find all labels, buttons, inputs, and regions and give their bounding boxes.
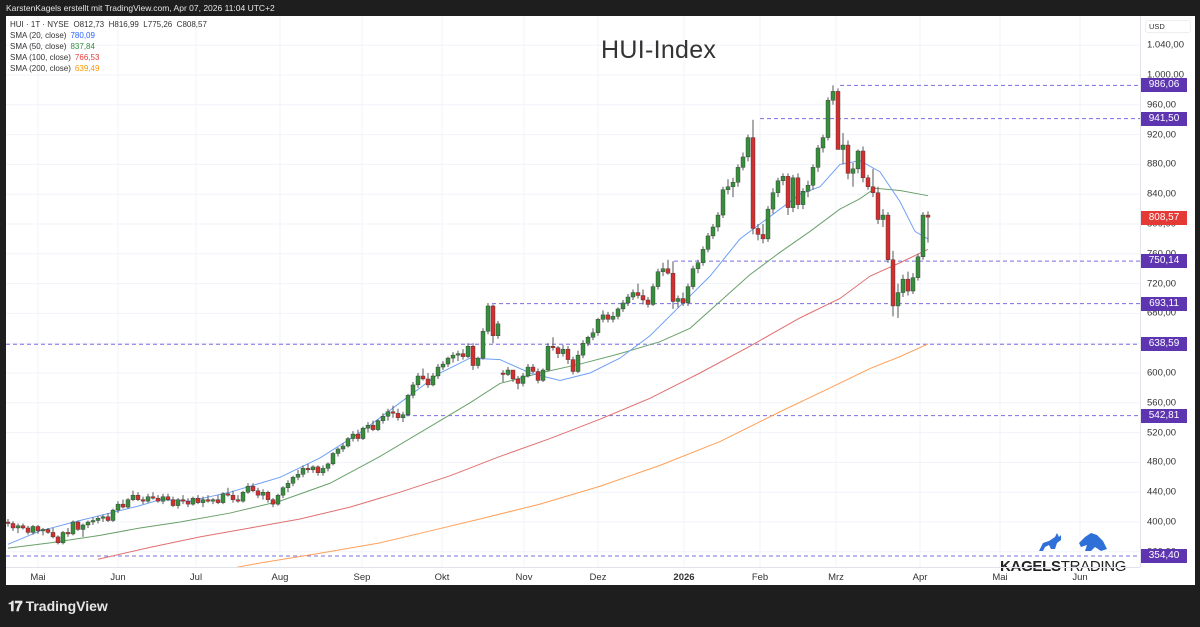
indicator-sma20[interactable]: SMA (20, close) 780,09: [10, 30, 207, 41]
indicator-sma200[interactable]: SMA (200, close) 639,49: [10, 63, 207, 74]
indicator-value: 837,84: [70, 42, 95, 51]
price-axis[interactable]: USD 1.040,00 1.000,00 960,00 920,00 880,00 84…: [1141, 16, 1195, 585]
indicator-value: 639,49: [74, 64, 100, 73]
indicator-label: SMA (200, close): [10, 64, 71, 73]
indicator-value: 780,09: [70, 31, 95, 40]
time-tick-label: Mai: [992, 572, 1008, 583]
level-price-badge: 693,11: [1141, 296, 1187, 311]
candlestick-chart: [6, 16, 1140, 567]
chart-legend: HUI · 1T · NYSE O812,73 H816,99 L775,26 …: [10, 19, 207, 74]
price-tick-label: 400,00: [1147, 516, 1177, 528]
time-tick-label: Feb: [751, 572, 769, 583]
price-tick-label: 480,00: [1147, 456, 1177, 468]
level-price-badge: 941,50: [1141, 111, 1187, 126]
indicator-value: 766,53: [74, 53, 100, 62]
chart-frame: HUI · 1T · NYSE O812,73 H816,99 L775,26 …: [6, 16, 1195, 585]
time-tick-label: Apr: [912, 572, 928, 583]
low-value: L775,26: [143, 20, 173, 29]
price-tick-label: 1.000,00: [1147, 69, 1184, 81]
time-tick-label: Nov: [515, 572, 533, 583]
price-tick-label: 920,00: [1147, 129, 1177, 141]
attribution-bar: KarstenKagels erstellt mit TradingView.c…: [6, 3, 275, 13]
symbol-info: HUI · 1T · NYSE: [10, 20, 69, 29]
time-tick-label: Jun: [110, 572, 126, 583]
chart-title: HUI-Index: [601, 36, 717, 64]
bull-bear-icon: [1039, 533, 1107, 551]
tradingview-brand[interactable]: 𝟏𝟕 TradingView: [8, 598, 108, 615]
time-tick-label: Aug: [271, 572, 289, 583]
level-price-badge: 986,06: [1141, 78, 1187, 93]
level-price-badge: 638,59: [1141, 337, 1187, 352]
kagels-trading-text: KAGELSTRADING: [1000, 558, 1127, 575]
price-tick-label: 560,00: [1147, 397, 1177, 409]
indicator-label: SMA (20, close): [10, 31, 67, 40]
chart-plot-area[interactable]: HUI · 1T · NYSE O812,73 H816,99 L775,26 …: [6, 16, 1141, 575]
indicator-sma100[interactable]: SMA (100, close) 766,53: [10, 52, 207, 63]
tradingview-label: TradingView: [25, 598, 108, 614]
price-tick-label: 760,00: [1147, 248, 1176, 259]
indicator-sma50[interactable]: SMA (50, close) 837,84: [10, 41, 207, 52]
tradingview-logo-icon: 𝟏𝟕: [8, 598, 23, 614]
time-tick-label: Sep: [353, 572, 371, 583]
time-tick-label: Okt: [434, 572, 450, 583]
time-tick-label: Dez: [589, 572, 607, 583]
indicator-label: SMA (100, close): [10, 53, 71, 62]
time-tick-label: 2026: [673, 572, 695, 583]
level-price-badge: 750,14: [1141, 254, 1187, 269]
kagels-trading-watermark: KAGELSTRADING: [1000, 531, 1126, 575]
price-tick-label: 720,00: [1147, 278, 1177, 290]
time-tick-label: Mai: [30, 572, 46, 583]
close-value: C808,57: [176, 20, 207, 29]
price-tick-label: 1.040,00: [1147, 39, 1184, 51]
high-value: H816,99: [108, 20, 139, 29]
level-price-badge: 354,40: [1141, 548, 1187, 563]
time-axis[interactable]: Mai Jun Jul Aug Sep Okt Nov Dez 2026 Feb Mrz Apr Mai…: [6, 567, 1140, 586]
price-tick-label: 880,00: [1147, 158, 1177, 170]
price-tick-label: 600,00: [1147, 367, 1177, 379]
last-price-badge: 808,57: [1141, 210, 1187, 225]
open-value: O812,73: [73, 20, 105, 29]
currency-label[interactable]: USD: [1145, 20, 1191, 33]
time-tick-label: Jul: [189, 572, 203, 583]
time-tick-label: Mrz: [828, 572, 844, 583]
price-tick-label: 520,00: [1147, 427, 1177, 439]
price-tick-label: 440,00: [1147, 486, 1177, 498]
indicator-label: SMA (50, close): [10, 42, 67, 51]
price-tick-label: 840,00: [1147, 188, 1177, 200]
price-tick-label: 960,00: [1147, 99, 1177, 111]
level-price-badge: 542,81: [1141, 408, 1187, 423]
price-tick-label: 680,00: [1147, 307, 1177, 319]
time-tick-label: Jun: [1072, 572, 1088, 583]
symbol-ohlc-line: HUI · 1T · NYSE O812,73 H816,99 L775,26 …: [10, 19, 207, 30]
